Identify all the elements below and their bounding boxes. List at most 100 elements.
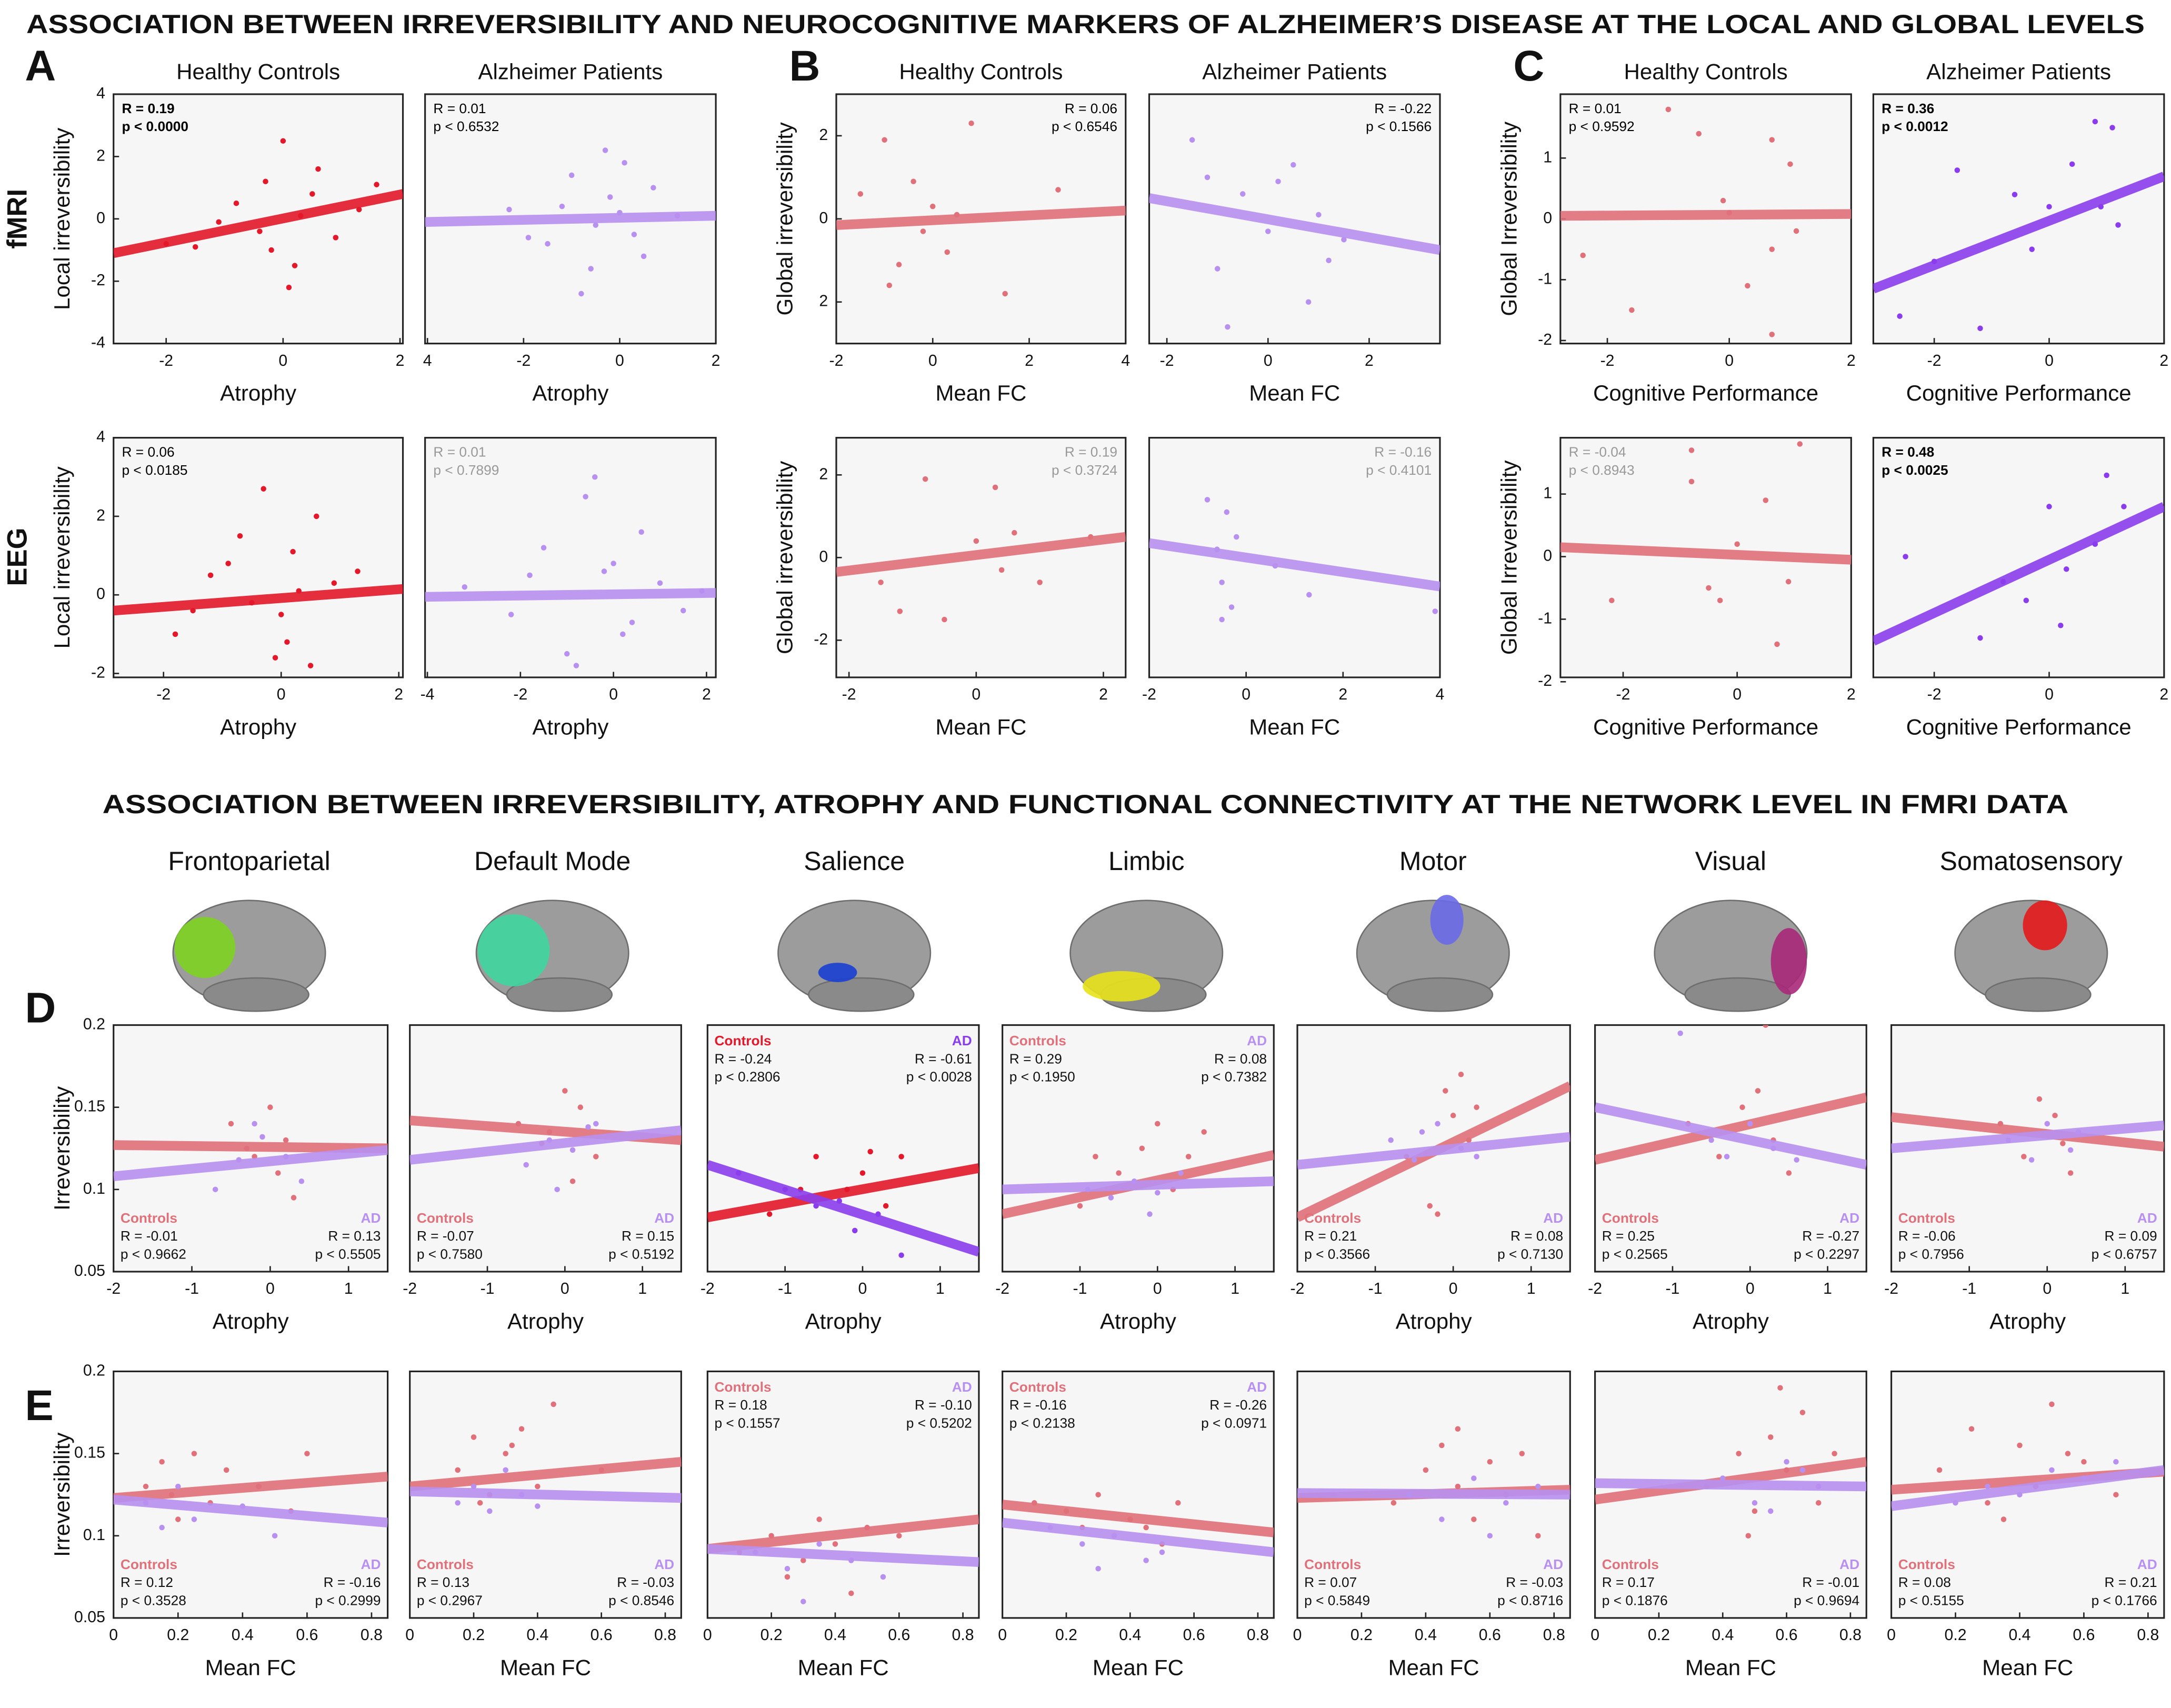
point	[1787, 161, 1793, 167]
point	[1763, 1025, 1768, 1028]
stat-text: p < 0.9592	[1569, 118, 1635, 134]
point	[2113, 1492, 2119, 1497]
stat-text: R = -0.01	[121, 1228, 178, 1244]
point	[503, 1451, 508, 1456]
group-name: AD	[2137, 1210, 2157, 1226]
plot-layer	[113, 138, 403, 291]
point	[1786, 1170, 1792, 1176]
point	[1968, 1426, 1975, 1432]
point	[1228, 604, 1235, 610]
x-tick-label: 0	[1725, 352, 1734, 369]
point	[601, 568, 607, 574]
point	[2065, 1451, 2071, 1456]
fit-line	[425, 211, 716, 227]
stat-text: R = 0.06	[1065, 101, 1117, 116]
point	[1037, 580, 1043, 585]
point	[1159, 1549, 1165, 1555]
point	[1458, 1071, 1464, 1077]
point	[801, 1599, 806, 1604]
x-tick-label: 2	[394, 686, 403, 703]
point	[1747, 1121, 1753, 1127]
fit-line	[113, 1494, 388, 1527]
stat-text: p < 0.5505	[315, 1246, 381, 1262]
point	[1204, 497, 1210, 503]
point	[651, 185, 656, 191]
network-region	[818, 963, 857, 982]
stat-text: p < 0.7956	[1898, 1246, 1964, 1262]
point	[973, 538, 979, 544]
plot-layer	[409, 1088, 682, 1193]
y-tick-label: 0	[1543, 209, 1552, 227]
point	[1095, 1492, 1101, 1497]
x-tick-label: 0	[1590, 1626, 1599, 1644]
point	[374, 182, 379, 187]
stat-text: R = 0.25	[1602, 1228, 1655, 1244]
stat-text: p < 0.8546	[608, 1592, 674, 1608]
point	[2000, 1516, 2007, 1522]
x-tick-label: -1	[1962, 1280, 1976, 1297]
point	[307, 663, 314, 668]
y-tick-label: -1	[1538, 610, 1552, 627]
stat-text: R = 0.21	[2105, 1574, 2157, 1590]
plot-area	[1002, 1370, 1275, 1619]
x-tick-label: 0	[1449, 1280, 1458, 1297]
point	[525, 235, 532, 241]
point	[1225, 324, 1230, 330]
group-name: Controls	[1898, 1556, 1955, 1572]
row-label: fMRI	[2, 189, 33, 249]
x-tick-label: -2	[1600, 352, 1615, 369]
brain-lobe	[203, 977, 309, 1012]
plot-area	[1148, 437, 1441, 678]
stat-text: p < 0.2967	[417, 1592, 483, 1608]
point	[878, 580, 884, 585]
point	[657, 580, 663, 586]
plot-area	[706, 1370, 980, 1619]
group-name: Controls	[1602, 1556, 1659, 1572]
x-axis-label: Mean FC	[1388, 1655, 1479, 1680]
point	[1155, 1190, 1160, 1196]
point	[1832, 1451, 1837, 1456]
x-tick-label: 0.2	[1350, 1626, 1373, 1644]
stat-text: R = 0.48	[1882, 444, 1934, 460]
point	[832, 1541, 838, 1547]
point	[1143, 1524, 1149, 1531]
stat-text: R = 0.09	[2105, 1228, 2157, 1244]
group-name: AD	[1247, 1033, 1267, 1048]
stat-text: p < 0.1557	[714, 1415, 780, 1431]
x-tick-label: 0	[998, 1626, 1007, 1644]
point	[1093, 1154, 1098, 1160]
stat-text: p < 0.6757	[2092, 1246, 2157, 1262]
point	[1985, 1500, 1990, 1506]
point	[911, 178, 916, 185]
point	[471, 1434, 477, 1440]
x-tick-label: 0.6	[1776, 1626, 1798, 1644]
plot-area	[706, 1024, 980, 1273]
group-name: AD	[1839, 1556, 1859, 1572]
y-tick-label: 0.05	[74, 1262, 105, 1280]
x-axis-label: Cognitive Performance	[1906, 381, 2132, 405]
stat-text: R = 0.29	[1009, 1051, 1062, 1066]
point	[585, 1124, 591, 1130]
fit-line	[836, 532, 1126, 577]
group-name: AD	[654, 1556, 674, 1572]
point	[1108, 1195, 1114, 1201]
stat-text: R = 0.01	[433, 101, 486, 116]
network-name: Visual	[1695, 846, 1766, 876]
group-name: AD	[952, 1033, 972, 1048]
point	[1688, 447, 1695, 453]
x-tick-label: 0.4	[2008, 1626, 2030, 1644]
stat-text: R = -0.03	[617, 1574, 674, 1590]
point	[2121, 504, 2127, 510]
x-axis-label: Atrophy	[213, 1309, 289, 1333]
point	[593, 222, 599, 228]
x-tick-label: 0.6	[1479, 1626, 1501, 1644]
x-tick-label: 1	[1823, 1280, 1832, 1297]
point	[897, 608, 903, 614]
fit-line	[113, 1140, 388, 1153]
x-axis-label: Atrophy	[805, 1309, 882, 1333]
point	[2067, 1147, 2074, 1153]
fit-line	[1595, 1092, 1867, 1165]
stat-text: R = 0.19	[122, 101, 175, 116]
point	[191, 1516, 197, 1522]
fit-line	[409, 1125, 682, 1165]
